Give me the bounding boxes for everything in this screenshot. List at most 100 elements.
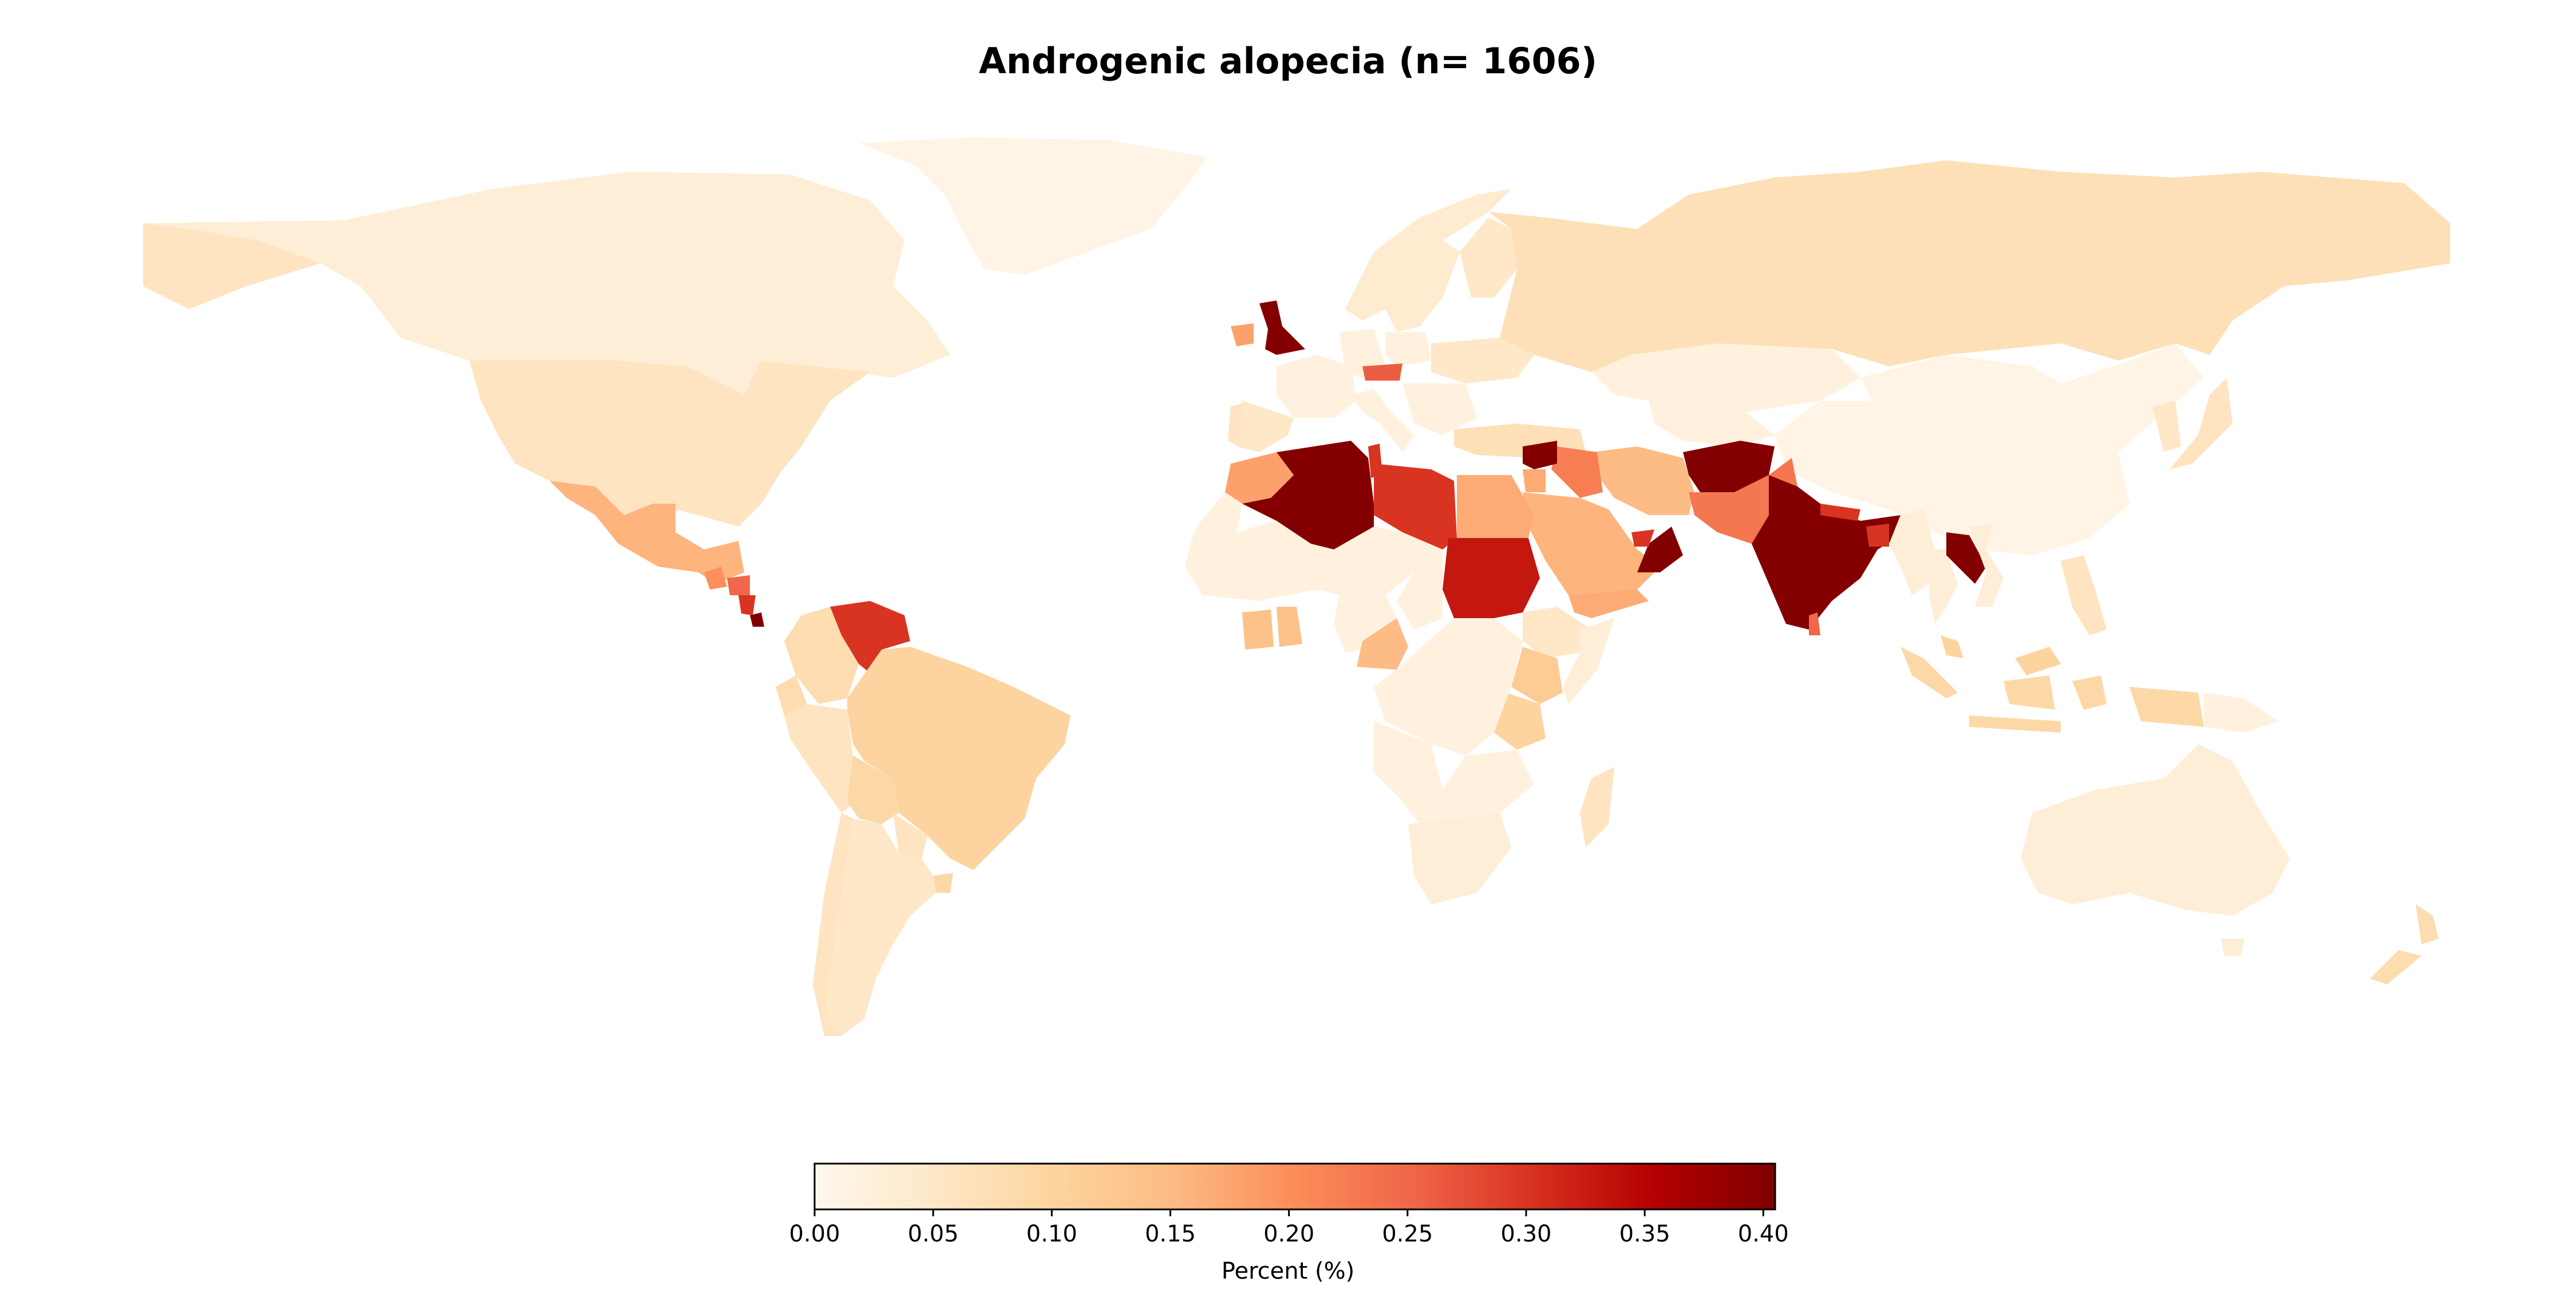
country-chad (1397, 532, 1443, 630)
country-peru (784, 704, 864, 813)
country-libya (1374, 464, 1457, 549)
country-nicaragua (738, 595, 756, 615)
country-indonesia (1901, 647, 2204, 733)
country-laos (1946, 532, 1986, 584)
country-alaska (143, 223, 321, 309)
country-portugal (1228, 404, 1242, 446)
country-tanzania (1494, 693, 1546, 750)
country-panama (750, 612, 764, 627)
country-guatemala (704, 567, 727, 590)
country-mexico (550, 481, 744, 584)
country-tasmania (2221, 939, 2244, 956)
country-argentina (824, 818, 936, 1036)
colorbar-ticks: 0.00 0.05 0.10 0.15 0.20 0.25 0.30 0.35 0.40 (789, 1209, 1789, 1247)
country-india (1752, 475, 1906, 630)
map-title: Androgenic alopecia (n= 1606) (978, 40, 1598, 82)
country-oman (1637, 527, 1683, 572)
country-saudi-arabia (1523, 492, 1660, 601)
country-western-sahara (1191, 492, 1242, 544)
country-colombia (784, 607, 859, 704)
country-syria (1523, 441, 1557, 469)
country-china (1775, 343, 2204, 555)
country-brazil (847, 647, 1070, 870)
country-iran (1591, 446, 1694, 515)
country-ghana (1277, 607, 1302, 647)
colorbar-tick-label: 0.40 (1738, 1221, 1789, 1247)
country-balkans (1402, 383, 1477, 435)
country-morocco (1225, 452, 1294, 504)
country-sudan (1443, 538, 1540, 618)
country-united-kingdom (1259, 300, 1305, 355)
country-papua-new-guinea (2204, 693, 2278, 733)
country-ethiopia (1523, 607, 1591, 658)
country-uae (1631, 529, 1654, 547)
country-afghanistan (1683, 441, 1775, 492)
country-vietnam (1969, 524, 2004, 607)
country-russia (1488, 160, 2450, 372)
country-yemen (1568, 590, 1649, 618)
colorbar: 0.00 0.05 0.10 0.15 0.20 0.25 0.30 0.35 0.40 (789, 1162, 1789, 1247)
country-egypt (1457, 475, 1534, 538)
country-kenya (1511, 647, 1563, 704)
colorbar-tick-label: 0.10 (1026, 1221, 1077, 1247)
colorbar-tick-label: 0.15 (1145, 1221, 1196, 1247)
country-bangladesh (1866, 524, 1889, 547)
country-central-asia (1649, 401, 1775, 446)
country-canada (143, 172, 950, 395)
country-bolivia (847, 756, 899, 824)
country-mongolia (1860, 355, 2061, 412)
country-korea (2152, 401, 2181, 452)
country-niger (1317, 527, 1414, 595)
country-shapes (143, 137, 2450, 1036)
country-poland (1385, 332, 1431, 366)
colorbar-label: Percent (%) (1221, 1258, 1355, 1284)
colorbar-gradient (813, 1162, 1776, 1211)
country-honduras (727, 575, 750, 595)
country-southern-africa (1402, 750, 1534, 824)
country-uruguay (933, 873, 953, 893)
colorbar-tick-label: 0.05 (908, 1221, 959, 1247)
country-kazakhstan (1591, 343, 1860, 412)
country-thailand (1929, 549, 1958, 624)
country-chile (813, 813, 853, 1036)
country-paraguay (893, 813, 927, 859)
country-australia (2021, 744, 2290, 916)
country-new-zealand (2370, 904, 2439, 984)
country-sweden (1385, 240, 1460, 332)
country-dr-congo (1374, 618, 1523, 756)
country-cote-divoire (1242, 610, 1274, 650)
colorbar-tick-label: 0.00 (789, 1221, 840, 1247)
country-mali (1185, 521, 1334, 601)
country-myanmar (1889, 509, 1935, 595)
country-finland (1460, 217, 1517, 298)
country-japan (2170, 378, 2233, 469)
colorbar-tick-label: 0.20 (1263, 1221, 1314, 1247)
country-norway (1345, 189, 1511, 321)
country-ireland (1231, 323, 1254, 346)
country-ukraine (1431, 338, 1534, 383)
country-south-africa (1408, 813, 1511, 904)
country-nepal (1820, 504, 1860, 521)
country-united-states (469, 361, 870, 527)
country-somalia (1563, 618, 1614, 704)
country-italy (1351, 389, 1414, 452)
colorbar-tick-label: 0.30 (1500, 1221, 1551, 1247)
country-venezuela (830, 601, 910, 675)
colorbar-tick-label: 0.25 (1382, 1221, 1433, 1247)
colorbar-tick-label: 0.35 (1619, 1221, 1670, 1247)
country-greenland (859, 137, 1208, 275)
country-malaysia (1941, 635, 2061, 675)
country-jordan (1523, 469, 1546, 492)
country-ecuador (776, 675, 807, 715)
country-austria (1362, 363, 1402, 381)
country-angola (1374, 721, 1443, 801)
country-sri-lanka (1809, 612, 1820, 635)
country-madagascar (1580, 767, 1614, 847)
country-algeria (1242, 441, 1374, 549)
country-philippines (2061, 555, 2107, 635)
country-france (1277, 355, 1357, 418)
country-cameroon (1357, 618, 1408, 670)
country-spain (1236, 401, 1294, 452)
country-iraq (1551, 446, 1603, 498)
